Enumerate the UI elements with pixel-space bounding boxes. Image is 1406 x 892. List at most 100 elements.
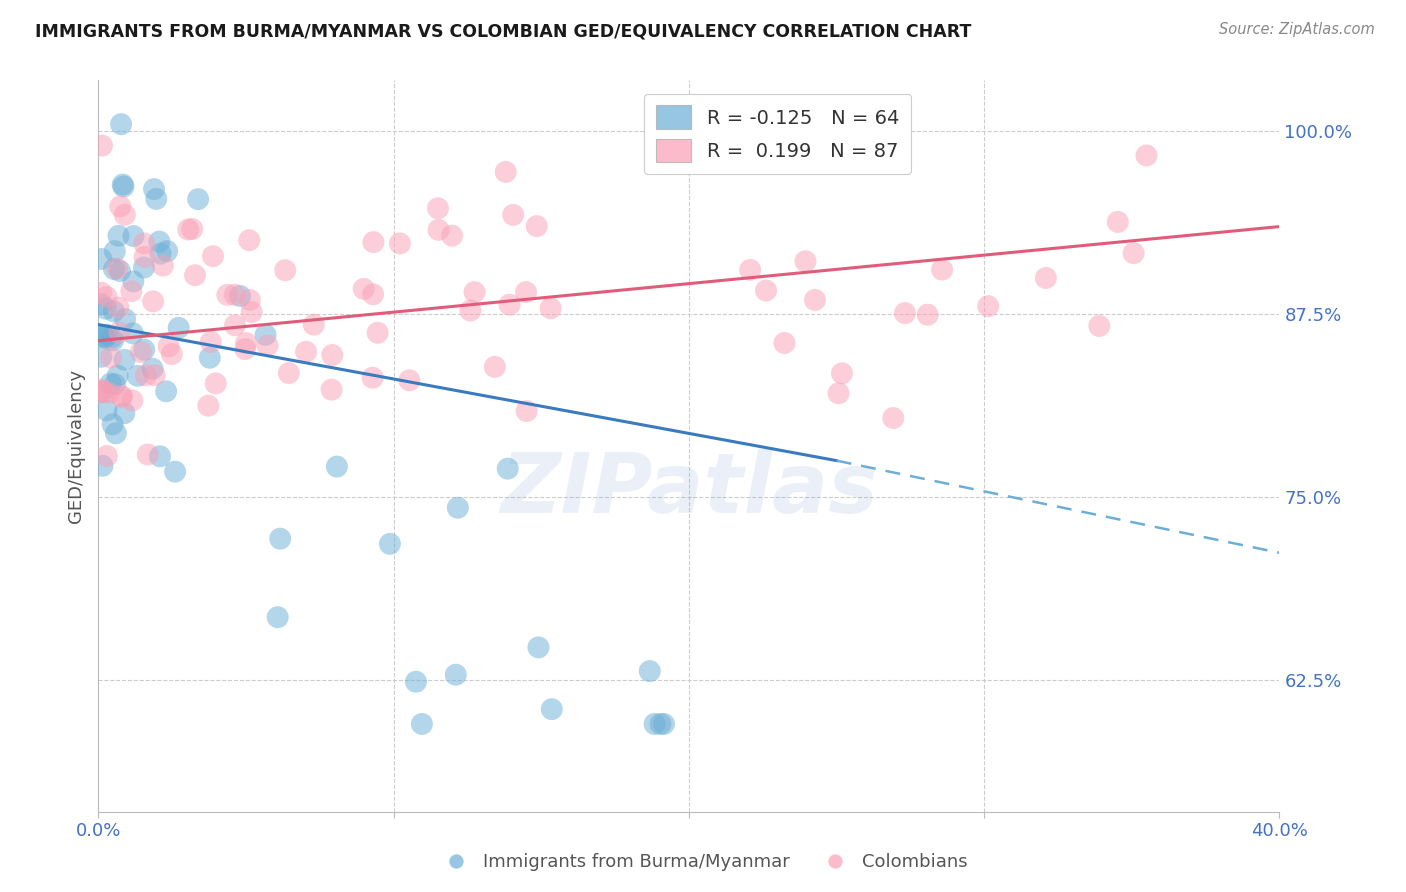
Point — [101, 330, 124, 344]
Point — [361, 287, 384, 301]
Text: IMMIGRANTS FROM BURMA/MYANMAR VS COLOMBIAN GED/EQUIVALENCY CORRELATION CHART: IMMIGRANTS FROM BURMA/MYANMAR VS COLOMBI… — [35, 22, 972, 40]
Point — [104, 377, 127, 392]
Point — [101, 417, 124, 432]
Point — [388, 236, 411, 251]
Point — [254, 327, 277, 342]
Point — [931, 262, 953, 277]
Point — [177, 222, 200, 236]
Point — [367, 326, 389, 340]
Point — [794, 254, 817, 268]
Point — [96, 449, 118, 463]
Point — [90, 384, 112, 399]
Point — [165, 465, 187, 479]
Point — [111, 178, 134, 192]
Point — [217, 288, 239, 302]
Point — [111, 390, 134, 404]
Point — [122, 274, 145, 288]
Point — [755, 284, 778, 298]
Point — [94, 331, 117, 345]
Point — [90, 328, 112, 343]
Point — [187, 192, 209, 206]
Point — [540, 702, 562, 716]
Point — [120, 284, 142, 298]
Point — [111, 389, 134, 403]
Point — [484, 359, 506, 374]
Point — [91, 458, 114, 473]
Point — [105, 261, 128, 276]
Point — [496, 461, 519, 475]
Point — [114, 312, 136, 326]
Point — [773, 336, 796, 351]
Point — [142, 361, 165, 376]
Point — [460, 303, 482, 318]
Point — [135, 368, 157, 383]
Point — [498, 298, 520, 312]
Point — [112, 179, 135, 194]
Y-axis label: GED/Equivalency: GED/Equivalency — [66, 369, 84, 523]
Point — [427, 201, 450, 215]
Point — [378, 537, 401, 551]
Point — [90, 350, 112, 364]
Point — [447, 500, 470, 515]
Point — [917, 308, 939, 322]
Point — [321, 383, 343, 397]
Point — [100, 351, 122, 365]
Point — [134, 343, 156, 357]
Point — [277, 366, 299, 380]
Point — [101, 334, 124, 348]
Point — [427, 223, 450, 237]
Point — [238, 233, 260, 247]
Point — [882, 411, 904, 425]
Point — [136, 448, 159, 462]
Point — [108, 326, 131, 340]
Point — [90, 384, 112, 399]
Point — [269, 532, 291, 546]
Point — [321, 348, 343, 362]
Point — [444, 667, 467, 681]
Point — [515, 285, 537, 299]
Point — [114, 352, 136, 367]
Point — [353, 282, 375, 296]
Point — [644, 717, 666, 731]
Point — [502, 208, 524, 222]
Point — [91, 138, 114, 153]
Point — [100, 376, 122, 391]
Point — [197, 399, 219, 413]
Point — [129, 345, 152, 359]
Point — [108, 264, 131, 278]
Point — [112, 406, 135, 420]
Point — [235, 336, 257, 351]
Point — [156, 244, 179, 258]
Point — [149, 450, 172, 464]
Point — [96, 403, 118, 417]
Point — [93, 385, 115, 400]
Point — [97, 385, 120, 400]
Point — [145, 192, 167, 206]
Point — [104, 426, 127, 441]
Point — [266, 610, 288, 624]
Point — [198, 351, 221, 365]
Point — [224, 287, 246, 301]
Legend: Immigrants from Burma/Myanmar, Colombians: Immigrants from Burma/Myanmar, Colombian… — [430, 847, 976, 879]
Point — [638, 664, 661, 678]
Point — [516, 404, 538, 418]
Point — [90, 285, 112, 300]
Point — [167, 320, 190, 334]
Point — [440, 228, 463, 243]
Point — [224, 318, 246, 333]
Point — [90, 252, 112, 266]
Point — [201, 249, 224, 263]
Point — [127, 368, 149, 383]
Point — [122, 229, 145, 244]
Point — [229, 289, 252, 303]
Point — [107, 368, 129, 383]
Point — [398, 373, 420, 387]
Point — [122, 326, 145, 341]
Point — [652, 717, 675, 731]
Point — [527, 640, 550, 655]
Point — [239, 293, 262, 307]
Point — [148, 235, 170, 249]
Point — [93, 329, 115, 343]
Point — [96, 290, 118, 304]
Point — [90, 383, 112, 397]
